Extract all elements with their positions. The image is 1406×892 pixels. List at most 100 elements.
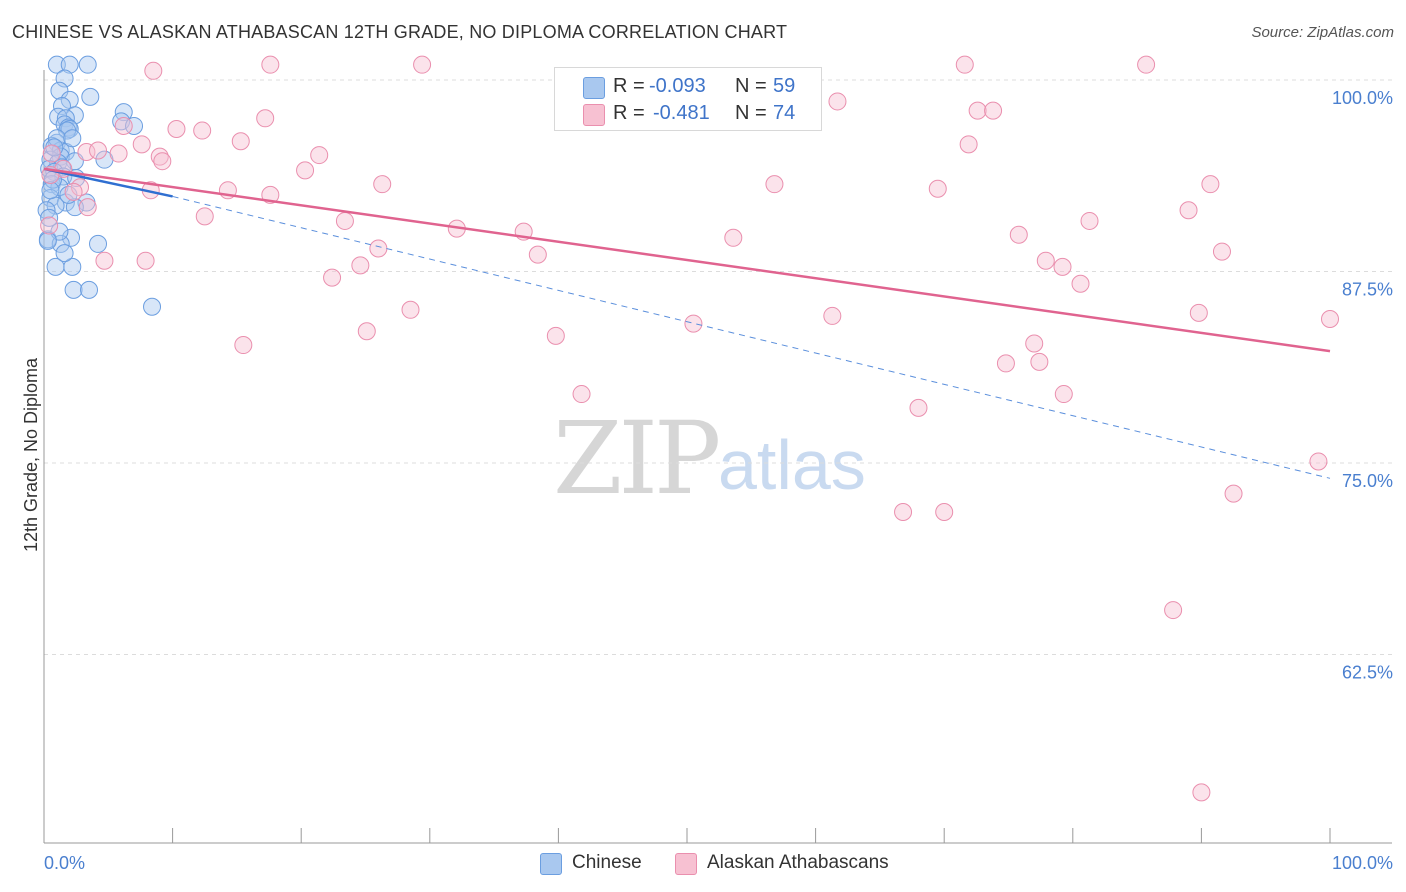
data-point xyxy=(63,257,82,276)
data-point xyxy=(572,385,591,404)
data-point xyxy=(109,144,128,163)
data-point xyxy=(335,211,354,230)
watermark-atlas: atlas xyxy=(718,426,866,504)
data-point xyxy=(64,280,83,299)
data-point xyxy=(234,336,253,355)
data-point xyxy=(89,234,108,253)
data-point xyxy=(401,300,420,319)
data-point xyxy=(984,101,1003,120)
data-point xyxy=(1054,385,1073,404)
data-point xyxy=(42,144,61,163)
data-point xyxy=(136,251,155,270)
data-point xyxy=(55,244,74,263)
data-point xyxy=(60,55,79,74)
legend-row-chinese: R = -0.093 N = 59 xyxy=(555,74,821,102)
legend-n-value: 74 xyxy=(773,102,796,124)
legend-n-label: N = xyxy=(735,75,767,97)
data-point xyxy=(310,146,329,165)
data-point xyxy=(1164,601,1183,620)
data-point xyxy=(144,61,163,80)
data-point xyxy=(296,161,315,180)
data-point xyxy=(935,503,954,522)
series-label-alaskan-athabascans: Alaskan Athabascans xyxy=(707,852,889,873)
legend-swatch-alaskan-athabascans xyxy=(583,104,605,126)
data-point xyxy=(1053,257,1072,276)
series-swatch-chinese xyxy=(540,853,562,875)
data-point xyxy=(928,179,947,198)
correlation-legend: R = -0.093 N = 59 R = -0.481 N = 74 xyxy=(554,67,822,131)
legend-r-label: R = xyxy=(613,102,645,124)
legend-n-value: 59 xyxy=(773,75,796,97)
data-point xyxy=(765,175,784,194)
data-point xyxy=(413,55,432,74)
data-point xyxy=(78,198,97,217)
data-point xyxy=(47,55,66,74)
data-point xyxy=(369,239,388,258)
data-point xyxy=(1025,334,1044,353)
grid-lines xyxy=(44,79,1392,655)
data-point xyxy=(546,326,565,345)
data-point xyxy=(1179,201,1198,220)
series-swatch-alaskan-athabascans xyxy=(675,853,697,875)
data-point xyxy=(256,109,275,128)
data-point xyxy=(1321,309,1339,328)
data-point xyxy=(78,55,97,74)
data-point xyxy=(77,143,96,162)
series-points-chinese xyxy=(37,55,162,316)
data-points xyxy=(37,55,1339,802)
data-point xyxy=(323,268,342,287)
data-point xyxy=(996,354,1015,373)
data-point xyxy=(40,216,59,235)
legend-swatch-chinese xyxy=(583,77,605,99)
data-point xyxy=(968,101,987,120)
data-point xyxy=(195,207,214,226)
data-point xyxy=(64,182,83,201)
data-point xyxy=(71,178,90,197)
data-point xyxy=(261,55,280,74)
x-tick-label: 0.0% xyxy=(44,853,85,873)
data-point xyxy=(1009,225,1028,244)
data-point xyxy=(231,132,250,151)
data-point xyxy=(40,208,59,227)
trend-lines xyxy=(43,167,1331,479)
data-point xyxy=(1071,274,1090,293)
data-point xyxy=(724,228,743,247)
data-point xyxy=(125,116,144,135)
data-point xyxy=(1224,484,1243,503)
watermark-zip: ZIP xyxy=(553,400,721,517)
trend-line-chinese-extension xyxy=(172,195,1331,479)
legend-r-value: -0.093 xyxy=(649,75,706,97)
data-point xyxy=(153,152,172,171)
data-point xyxy=(1189,303,1208,322)
data-point xyxy=(143,297,162,316)
series-points-alaskan-athabascans xyxy=(40,55,1339,802)
data-point xyxy=(528,245,547,264)
data-point xyxy=(114,116,133,135)
legend-r-value: -0.481 xyxy=(653,102,710,124)
chart-source: Source: ZipAtlas.com xyxy=(1251,24,1394,41)
data-point xyxy=(828,92,847,111)
data-point xyxy=(62,228,81,247)
data-point xyxy=(909,398,928,417)
data-point xyxy=(41,181,60,200)
data-point xyxy=(373,175,392,194)
axes xyxy=(43,70,1392,844)
trend-line-chinese xyxy=(43,167,173,198)
data-point xyxy=(1080,211,1099,230)
data-point xyxy=(684,314,703,333)
legend-n-label: N = xyxy=(735,102,767,124)
y-axis-label: 12th Grade, No Diploma xyxy=(21,357,41,552)
data-point xyxy=(38,231,57,250)
legend-row-alaskan-athabascans: R = -0.481 N = 74 xyxy=(555,101,821,129)
data-point xyxy=(81,87,100,106)
data-point xyxy=(894,503,913,522)
data-point xyxy=(1137,55,1156,74)
x-tick-label: 100.0% xyxy=(1332,853,1393,873)
data-point xyxy=(95,251,114,270)
data-point xyxy=(1030,352,1049,371)
data-point xyxy=(1036,251,1055,270)
chart-title: CHINESE VS ALASKAN ATHABASCAN 12TH GRADE… xyxy=(12,22,788,42)
data-point xyxy=(357,322,376,341)
data-point xyxy=(351,256,370,275)
